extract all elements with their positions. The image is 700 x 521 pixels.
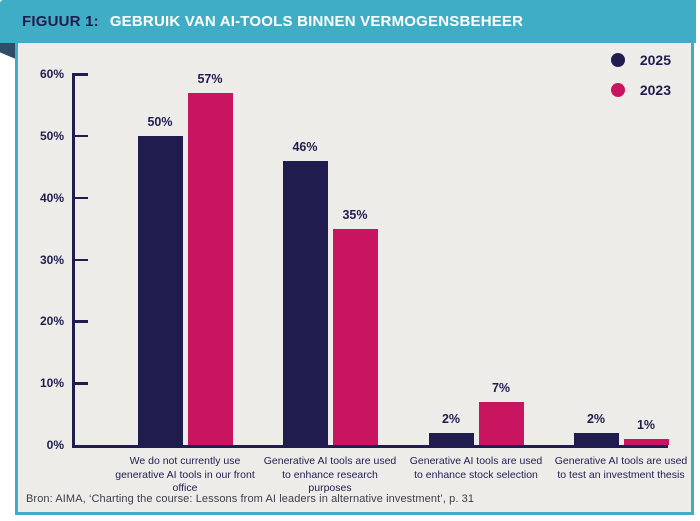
bar-value-label-2023-cat1: 35% [342, 208, 368, 222]
bar-value-label-2023-cat2: 7% [491, 381, 511, 395]
bar-2023-cat2 [478, 402, 524, 445]
y-axis-line [72, 74, 75, 448]
bar-2025-cat0 [137, 136, 183, 445]
y-tick-label: 40% [39, 190, 64, 205]
legend-item-2025: 2025 [610, 52, 671, 68]
bar-2025-cat1 [282, 161, 328, 445]
y-tick [72, 134, 88, 138]
y-tick-label: 60% [39, 67, 64, 81]
y-tick-label: 50% [39, 128, 64, 143]
y-tick-label: 30% [39, 252, 64, 267]
y-tick-label: 10% [39, 376, 64, 391]
bar-value-label-2025-cat1: 46% [292, 140, 318, 154]
bar-value-label-2025-cat3: 2% [586, 412, 606, 426]
figure-header-banner: FIGUUR 1: GEBRUIK VAN AI-TOOLS BINNEN VE… [0, 0, 696, 43]
category-label-1: Generative AI tools are used to enhance … [263, 455, 397, 495]
bar-2023-cat0 [187, 93, 233, 445]
y-tick [72, 258, 88, 261]
bar-2023-cat3 [623, 439, 669, 445]
y-tick [72, 320, 88, 323]
bar-2025-cat2 [428, 433, 474, 445]
legend-item-2023: 2023 [610, 82, 671, 98]
figure-label: FIGUUR 1: [22, 13, 99, 30]
y-tick [72, 382, 88, 385]
x-axis-line [72, 445, 668, 448]
y-tick [72, 196, 88, 200]
legend-label-2023: 2023 [639, 82, 671, 98]
bar-2025-cat3 [573, 433, 619, 445]
chart-legend: 2025 2023 [610, 52, 671, 98]
category-label-0: We do not currently use generative AI to… [115, 455, 255, 495]
legend-swatch-2023-icon [610, 83, 625, 97]
source-citation: Bron: AIMA, ‘Charting the course: Lesson… [26, 493, 475, 505]
chart-panel: 2025 2023 0% 10% 20% 30% 40% 50% 60% 50% 46% 2% 2%… [15, 43, 694, 515]
bar-2023-cat1 [332, 229, 378, 445]
legend-label-2025: 2025 [639, 52, 671, 68]
y-tick-label: 20% [39, 314, 64, 329]
y-tick-label: 0% [46, 438, 64, 452]
bar-chart: 0% 10% 20% 30% 40% 50% 60% 50% 46% 2% 2% 57% 35% 7% 1%… [18, 43, 691, 512]
bar-value-label-2025-cat0: 50% [147, 115, 173, 129]
figure-title: GEBRUIK VAN AI-TOOLS BINNEN VERMOGENSBEH… [109, 13, 524, 30]
bar-value-label-2025-cat2: 2% [441, 412, 461, 426]
category-label-3: Generative AI tools are used to test an … [554, 455, 688, 481]
bar-value-label-2023-cat0: 57% [197, 72, 223, 86]
legend-swatch-2025-icon [610, 53, 625, 67]
category-label-2: Generative AI tools are used to enhance … [409, 455, 543, 481]
y-tick [72, 73, 88, 76]
bar-value-label-2023-cat3: 1% [636, 418, 656, 432]
